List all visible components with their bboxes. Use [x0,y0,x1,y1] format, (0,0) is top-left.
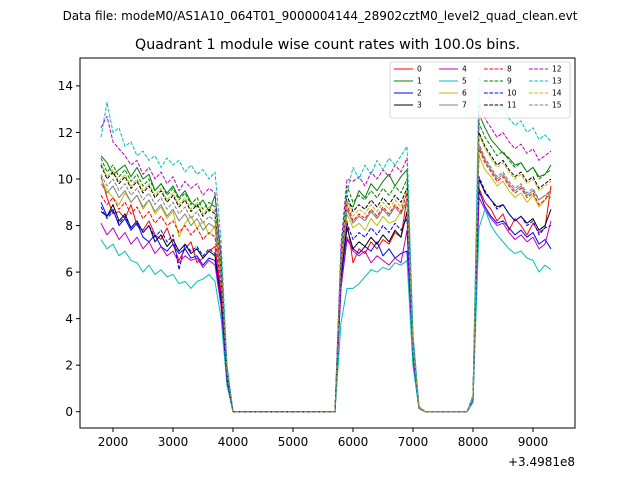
series-line-4 [100,197,552,413]
x-tick-label: 7000 [398,435,429,449]
series-line-8 [100,148,552,413]
x-tick-label: 9000 [518,435,549,449]
y-tick-label: 4 [65,312,73,326]
series-line-11 [100,131,552,413]
x-tick-label: 4000 [218,435,249,449]
x-offset-label: +3.4981e8 [508,455,575,469]
legend-label-6: 6 [462,89,467,98]
legend-label-1: 1 [417,77,422,86]
x-axis: 2000 3000 4000 5000 6000 7000 8000 9000 [98,428,549,449]
x-tick-label: 3000 [158,435,189,449]
legend-frame [389,61,571,119]
series-line-6 [100,155,552,413]
x-tick-label: 8000 [458,435,489,449]
legend-label-11: 11 [507,101,517,110]
legend-label-7: 7 [462,101,467,110]
y-axis: 0 2 4 6 8 10 12 14 [58,79,80,419]
series-line-14 [100,134,552,413]
y-tick-label: 8 [65,219,73,233]
legend-label-4: 4 [462,65,467,74]
x-tick-label: 6000 [338,435,369,449]
series-line-10 [100,176,552,413]
suptitle: Data file: modeM0/AS1A10_064T01_90000041… [63,9,578,23]
legend-label-5: 5 [462,77,467,86]
series-lines [100,76,552,413]
x-tick-label: 2000 [98,435,129,449]
y-tick-label: 0 [65,405,73,419]
legend-label-3: 3 [417,101,422,110]
y-tick-label: 14 [58,79,73,93]
chart-title: Quadrant 1 module wise count rates with … [135,37,520,53]
legend-label-2: 2 [417,89,422,98]
plot-area [80,58,575,428]
legend-label-14: 14 [552,89,562,98]
series-line-9 [100,122,552,413]
legend-label-12: 12 [552,65,562,74]
y-tick-label: 10 [58,172,73,186]
axes-frame [79,57,576,429]
series-line-15 [100,143,552,413]
legend-label-10: 10 [507,89,517,98]
series-line-5 [100,208,552,413]
y-tick-label: 6 [65,265,73,279]
legend-label-9: 9 [507,77,512,86]
series-line-12 [100,104,552,413]
legend-label-13: 13 [552,77,562,86]
legend-label-8: 8 [507,65,512,74]
y-tick-label: 12 [58,126,73,140]
legend-label-15: 15 [552,101,562,110]
legend-label-0: 0 [417,65,422,74]
series-line-3 [100,178,552,413]
y-tick-label: 2 [65,358,73,372]
series-line-0 [100,176,552,413]
x-tick-label: 5000 [278,435,309,449]
